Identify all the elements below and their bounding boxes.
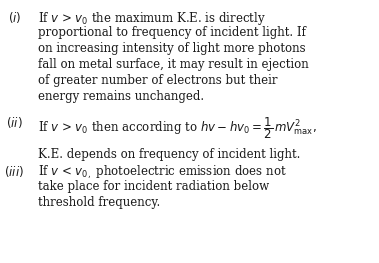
Text: fall on metal surface, it may result in ejection: fall on metal surface, it may result in … — [38, 58, 309, 71]
Text: $(iii)$: $(iii)$ — [4, 164, 24, 179]
Text: If $v$ > $v_0$ the maximum K.E. is directly: If $v$ > $v_0$ the maximum K.E. is direc… — [38, 10, 266, 27]
Text: K.E. depends on frequency of incident light.: K.E. depends on frequency of incident li… — [38, 148, 301, 161]
Text: $(i)$: $(i)$ — [8, 10, 22, 25]
Text: $(ii)$: $(ii)$ — [6, 115, 23, 130]
Text: proportional to frequency of incident light. If: proportional to frequency of incident li… — [38, 26, 306, 39]
Text: If $v$ > $v_0$ then according to $hv - hv_0 = \dfrac{1}{2}\,mV^2_{\mathrm{max}},: If $v$ > $v_0$ then according to $hv - h… — [38, 115, 317, 141]
Text: on increasing intensity of light more photons: on increasing intensity of light more ph… — [38, 42, 305, 55]
Text: energy remains unchanged.: energy remains unchanged. — [38, 90, 204, 103]
Text: of greater number of electrons but their: of greater number of electrons but their — [38, 74, 277, 87]
Text: If $v$ < $v_{0,}$ photoelectric emission does not: If $v$ < $v_{0,}$ photoelectric emission… — [38, 164, 287, 181]
Text: take place for incident radiation below: take place for incident radiation below — [38, 180, 269, 193]
Text: threshold frequency.: threshold frequency. — [38, 196, 160, 209]
